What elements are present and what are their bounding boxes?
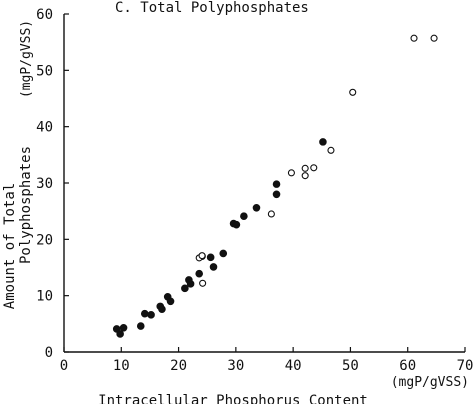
x-axis-unit: (mgP/gVSS) [391,375,469,390]
open-data-point [267,210,275,218]
y-tick-label: 0 [45,345,53,361]
filled-data-point [136,322,145,330]
x-tick-label: 0 [60,358,68,374]
open-data-point [327,146,335,154]
chart-title-text: C. Total Polyphosphates [115,0,309,16]
x-tick-label: 70 [457,358,474,374]
filled-data-point [272,180,281,188]
y-tick-label: 40 [36,120,53,136]
y-tick-label: 50 [36,63,53,79]
y-tick-label: 20 [36,232,53,248]
data-points [112,34,438,338]
y-axis-unit: (mgP/gVSS) [19,20,34,98]
y-tick-label: 60 [36,7,53,23]
open-data-point [410,34,418,42]
filled-data-point [209,263,218,271]
filled-data-point [186,280,195,288]
chart-title: C. Total Polyphosphates [115,0,309,16]
filled-data-point [206,253,215,262]
open-data-point [199,279,207,287]
x-tick-label: 10 [113,358,130,374]
x-axis-title: Intracellular Phosphorus Content [98,393,368,404]
x-tick-label: 20 [170,358,187,374]
y-axis-label: Amount of Total Polyphosphates (mgP/gVSS… [2,20,34,309]
y-tick-label: 10 [36,289,53,305]
filled-data-point [119,323,128,332]
y-tick-label: 30 [36,176,53,192]
filled-data-point [181,284,189,293]
open-data-point [301,164,309,172]
filled-data-point [140,309,149,318]
x-tick-label: 40 [285,358,302,374]
filled-data-point [158,305,166,313]
filled-data-point [219,249,228,258]
y-axis-label-line-2: Polyphosphates [18,146,34,264]
filled-data-point [240,212,248,221]
filled-data-point [166,297,175,306]
y-ticks: 0 10 20 30 40 50 60 [36,7,69,361]
filled-data-point [272,190,281,199]
x-tick-label: 60 [399,358,416,374]
x-tick-label: 30 [227,358,244,374]
filled-data-point [232,220,241,229]
filled-data-point [116,330,124,338]
filled-data-point [252,203,261,212]
y-axis-label-line-1: Amount of Total [2,183,18,309]
x-tick-label: 50 [342,358,359,374]
filled-data-point [319,138,327,146]
open-data-point [301,172,309,180]
x-axis-label: (mgP/gVSS) Intracellular Phosphorus Cont… [98,375,469,404]
filled-data-point [147,311,155,319]
filled-data-point [195,269,203,278]
x-ticks: 0 10 20 30 40 50 60 70 [60,347,474,374]
open-data-point [349,88,357,96]
open-data-point [310,164,318,172]
open-data-point [430,34,438,42]
open-data-point [287,169,295,177]
open-data-point [198,252,206,260]
